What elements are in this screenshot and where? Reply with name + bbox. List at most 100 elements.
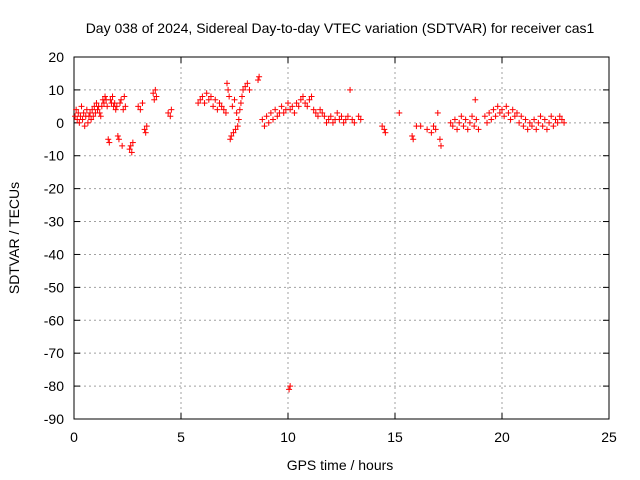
data-point <box>289 103 296 110</box>
data-point <box>428 129 435 136</box>
data-point <box>327 113 334 120</box>
x-axis-label: GPS time / hours <box>287 457 394 473</box>
data-point <box>267 109 274 116</box>
data-point <box>94 106 101 113</box>
data-point <box>490 106 497 113</box>
data-point <box>212 96 219 103</box>
data-point <box>314 113 321 120</box>
data-point <box>83 106 90 113</box>
data-point <box>396 109 403 116</box>
data-point <box>234 123 241 130</box>
data-point <box>255 77 262 84</box>
data-point <box>347 86 354 93</box>
data-point <box>114 132 121 139</box>
data-point <box>84 119 91 126</box>
data-point <box>121 93 128 100</box>
data-point <box>511 113 518 120</box>
y-tick-label: -20 <box>44 181 64 197</box>
data-point <box>74 116 81 123</box>
data-point <box>454 126 461 133</box>
data-point <box>102 93 109 100</box>
data-point <box>503 103 510 110</box>
data-point <box>518 113 525 120</box>
data-point <box>535 119 542 126</box>
data-point <box>430 123 437 130</box>
data-point <box>286 386 293 393</box>
x-tick-label: 0 <box>70 429 78 445</box>
data-point <box>466 119 473 126</box>
data-point <box>304 103 311 110</box>
data-point <box>278 103 285 110</box>
data-point <box>451 116 458 123</box>
data-point <box>436 136 443 143</box>
data-point <box>496 109 503 116</box>
data-point <box>195 100 202 107</box>
data-point <box>201 100 208 107</box>
data-point <box>541 116 548 123</box>
data-point <box>379 123 386 130</box>
y-tick-label: -50 <box>44 279 64 295</box>
data-point <box>225 86 232 93</box>
data-point <box>151 96 158 103</box>
data-point <box>244 80 251 87</box>
data-point <box>272 106 279 113</box>
data-point <box>449 123 456 130</box>
data-point <box>447 119 454 126</box>
data-point <box>126 146 133 153</box>
data-point <box>141 126 148 133</box>
data-point <box>72 113 79 120</box>
data-point <box>230 129 237 136</box>
data-point <box>552 116 559 123</box>
data-point <box>237 100 244 107</box>
data-point <box>168 106 175 113</box>
y-tick-label: 0 <box>56 115 64 131</box>
data-point <box>473 116 480 123</box>
data-point <box>325 116 332 123</box>
data-point <box>344 113 351 120</box>
data-point <box>120 106 127 113</box>
data-point <box>381 126 388 133</box>
data-point <box>513 109 520 116</box>
y-tick-label: -60 <box>44 312 64 328</box>
data-point <box>492 113 499 120</box>
data-point <box>106 139 113 146</box>
data-point <box>77 113 84 120</box>
data-point <box>242 83 249 90</box>
data-point <box>236 106 243 113</box>
data-point <box>287 383 294 390</box>
data-point <box>76 119 83 126</box>
data-point <box>516 119 523 126</box>
data-point <box>235 116 242 123</box>
data-point <box>340 119 347 126</box>
data-point <box>522 116 529 123</box>
data-point <box>561 119 568 126</box>
data-point <box>232 126 239 133</box>
data-point <box>139 100 146 107</box>
data-point <box>107 96 114 103</box>
data-point <box>505 109 512 116</box>
data-point <box>312 109 319 116</box>
data-point <box>543 126 550 133</box>
y-tick-label: 10 <box>48 82 64 98</box>
data-point <box>338 113 345 120</box>
data-point <box>122 103 129 110</box>
data-point <box>321 113 328 120</box>
data-point <box>546 119 553 126</box>
data-point <box>323 119 330 126</box>
data-point <box>90 113 97 120</box>
y-axis-label: SDTVAR / TECUs <box>6 182 22 294</box>
data-point <box>349 116 356 123</box>
data-point <box>227 136 234 143</box>
y-tick-label: -80 <box>44 378 64 394</box>
data-point <box>79 116 86 123</box>
data-point <box>410 136 417 143</box>
data-point <box>554 119 561 126</box>
data-point <box>199 93 206 100</box>
data-point <box>203 90 210 97</box>
data-point <box>233 109 240 116</box>
data-point <box>424 126 431 133</box>
plot-frame <box>73 56 610 420</box>
x-tick-label: 15 <box>387 429 403 445</box>
data-point <box>302 100 309 107</box>
